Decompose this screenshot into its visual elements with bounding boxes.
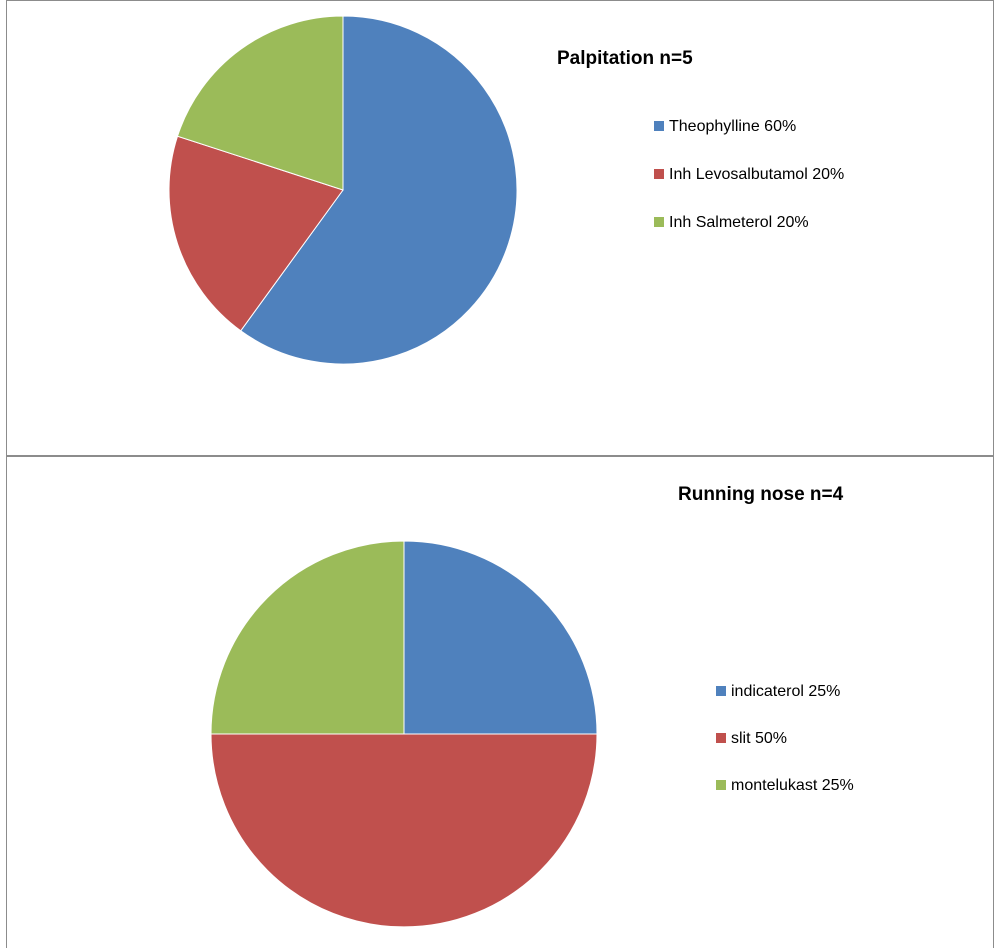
slice-indicaterol bbox=[403, 540, 598, 735]
slice-slit bbox=[210, 733, 598, 928]
running-nose-legend: indicaterol 25% slit 50% montelukast 25% bbox=[716, 683, 854, 794]
running-nose-pie-chart: Running nose n=4 indicaterol 25% slit 50… bbox=[210, 484, 854, 928]
legend-label-theophylline: Theophylline 60% bbox=[669, 118, 796, 135]
legend-label-levosalbutamol: Inh Levosalbutamol 20% bbox=[669, 166, 844, 183]
slice-theophylline bbox=[240, 15, 518, 365]
palpitation-slices bbox=[168, 15, 518, 365]
legend-swatch-slit bbox=[716, 733, 726, 743]
legend-label-indicaterol: indicaterol 25% bbox=[731, 683, 840, 700]
slice-montelukast bbox=[210, 540, 405, 735]
legend-swatch-indicaterol bbox=[716, 686, 726, 696]
palpitation-legend: Theophylline 60% Inh Levosalbutamol 20% … bbox=[654, 118, 844, 231]
legend-label-slit: slit 50% bbox=[731, 730, 787, 747]
running-nose-chart-title: Running nose n=4 bbox=[678, 484, 844, 505]
legend-label-salmeterol: Inh Salmeterol 20% bbox=[669, 214, 809, 231]
legend-swatch-theophylline bbox=[654, 121, 664, 131]
legend-label-montelukast: montelukast 25% bbox=[731, 777, 854, 794]
palpitation-pie-chart: Palpitation n=5 Theophylline 60% Inh Lev… bbox=[168, 15, 844, 365]
running-nose-chart-panel: Running nose n=4 indicaterol 25% slit 50… bbox=[6, 456, 994, 948]
palpitation-chart-panel: Palpitation n=5 Theophylline 60% Inh Lev… bbox=[6, 0, 994, 456]
slice-salmeterol bbox=[176, 15, 344, 191]
legend-swatch-salmeterol bbox=[654, 217, 664, 227]
legend-swatch-montelukast bbox=[716, 780, 726, 790]
slice-levosalbutamol bbox=[168, 135, 344, 332]
palpitation-chart-title: Palpitation n=5 bbox=[557, 48, 693, 69]
legend-swatch-levosalbutamol bbox=[654, 169, 664, 179]
running-nose-slices bbox=[210, 540, 598, 928]
